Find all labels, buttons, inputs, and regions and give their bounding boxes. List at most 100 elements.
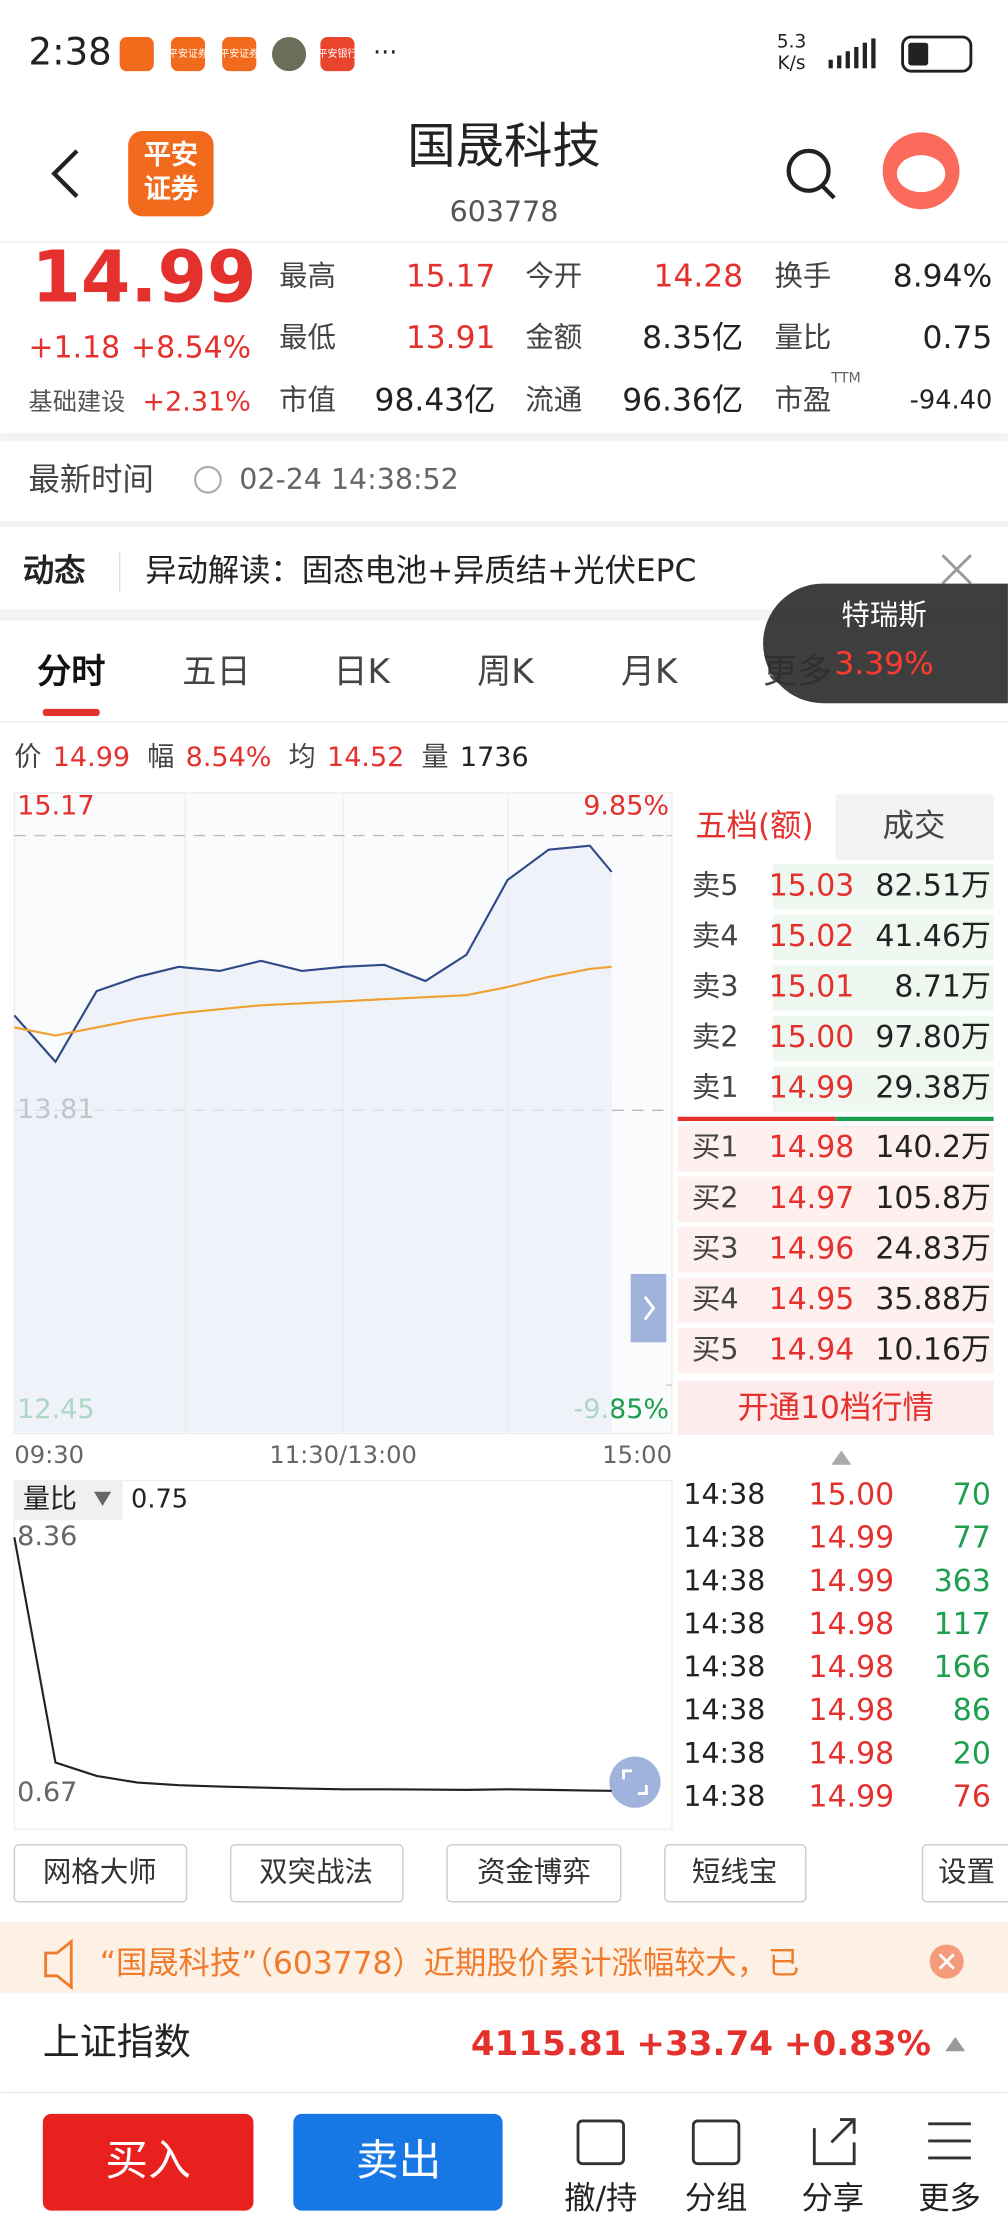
tab[interactable]: 日K: [333, 652, 391, 692]
close-news[interactable]: [941, 554, 972, 585]
stat-label: 最低: [279, 321, 336, 354]
close-warning-icon: [938, 1953, 955, 1970]
scroll-up[interactable]: [831, 1450, 852, 1465]
book-row-bg: [773, 914, 994, 961]
band: [0, 609, 1008, 621]
trade-price: 14.98: [809, 1650, 895, 1685]
popup-bg[interactable]: [763, 583, 1008, 704]
trade-time: 14:38: [683, 1607, 765, 1640]
book-level: 买1: [692, 1131, 739, 1164]
sell-label[interactable]: 卖出: [356, 2136, 441, 2186]
book-row-bg: [773, 864, 994, 910]
news-text[interactable]: 异动解读：固态电池+异质结+光伏EPC: [145, 553, 696, 589]
app-label: 平安证券: [168, 47, 208, 60]
tool-label[interactable]: 资金博弈: [477, 1855, 591, 1888]
index-expand[interactable]: [945, 2036, 966, 2052]
action-label[interactable]: 撤/持: [564, 2180, 637, 2216]
book-level: 买2: [692, 1181, 739, 1214]
info-icon[interactable]: [194, 465, 222, 494]
tab[interactable]: 周K: [477, 652, 535, 692]
book-row-bg: [773, 1015, 994, 1062]
stat-label: 金额: [525, 321, 582, 354]
app-icon: [170, 37, 206, 72]
trade-price: 15.00: [809, 1478, 895, 1513]
book-price: 15.01: [769, 969, 855, 1004]
book-amount: 24.83万: [875, 1231, 990, 1266]
tool-button[interactable]: [229, 1844, 404, 1903]
book-level: 卖1: [692, 1071, 739, 1104]
book-level: 买4: [692, 1282, 739, 1315]
tool-button[interactable]: [13, 1844, 188, 1903]
x-tick-label: 09:30: [14, 1441, 84, 1469]
band: [0, 520, 1008, 527]
book-row-bg: [677, 1328, 994, 1374]
expand-button[interactable]: [630, 1274, 667, 1343]
logo[interactable]: [128, 130, 214, 217]
action-label[interactable]: 更多: [918, 2180, 981, 2216]
book-amount: 10.16万: [875, 1332, 990, 1367]
book-tab[interactable]: 成交: [883, 808, 946, 844]
info-label: 幅: [147, 742, 174, 773]
y2-tick-label: 9.85%: [583, 791, 669, 822]
trade-volume: 363: [934, 1564, 991, 1599]
tool-button[interactable]: [921, 1844, 1008, 1903]
book-row-bg: [677, 1176, 994, 1223]
book-tab[interactable]: 五档(额): [695, 808, 813, 844]
stock-name: 国晟科技: [407, 118, 600, 174]
action-label[interactable]: 分组: [685, 2180, 748, 2216]
speaker-icon: [44, 1938, 73, 1991]
expand-arrow: [643, 1295, 656, 1321]
book-level: 买3: [692, 1232, 739, 1265]
fullscreen-icon: [622, 1769, 648, 1795]
tool-label[interactable]: 网格大师: [43, 1855, 157, 1888]
book-row-bg: [677, 1227, 994, 1273]
action-label[interactable]: 分享: [802, 2180, 865, 2216]
tool-label[interactable]: 双突战法: [259, 1855, 373, 1888]
tab[interactable]: 月K: [621, 652, 679, 692]
series-line: [13, 1537, 612, 1792]
trade-volume: 70: [953, 1478, 991, 1513]
app-icon: [320, 37, 355, 72]
net-speed-unit: K/s: [778, 53, 806, 74]
volume-chart-frame: [13, 1479, 673, 1830]
app-icon: [222, 37, 257, 72]
buy-button[interactable]: [42, 2113, 254, 2211]
change: +1.18: [29, 330, 121, 365]
upgrade-link[interactable]: 开通10档行情: [738, 1390, 934, 1426]
book-amount: 41.46万: [875, 919, 990, 954]
search-button[interactable]: [786, 148, 831, 193]
upgrade-bg[interactable]: [677, 1380, 994, 1435]
tab[interactable]: 分时: [37, 652, 105, 692]
stat-label: 市盈: [774, 383, 831, 416]
book-price: 14.98: [769, 1130, 855, 1165]
tool-label[interactable]: 短线宝: [692, 1855, 777, 1888]
sell-button[interactable]: [293, 2113, 503, 2211]
index-value: 4115.81: [471, 2024, 627, 2064]
buy-label[interactable]: 买入: [105, 2136, 190, 2186]
book-level: 买5: [692, 1333, 739, 1366]
index-bg[interactable]: [0, 1992, 1008, 2093]
tab[interactable]: 五日: [182, 652, 250, 692]
book-level: 卖3: [692, 970, 739, 1003]
fullscreen-button[interactable]: [609, 1756, 661, 1808]
x-tick-label: 11:30/13:00: [269, 1441, 417, 1469]
bottom-icons: [576, 2118, 971, 2166]
indicator-name[interactable]: 量比: [23, 1484, 77, 1515]
tool-button[interactable]: [664, 1844, 807, 1903]
price: 14.99: [31, 235, 256, 318]
search-handle: [821, 184, 836, 200]
book-price: 15.00: [769, 1020, 855, 1055]
book-price: 14.96: [769, 1231, 855, 1266]
back-button[interactable]: [51, 149, 79, 198]
tool-button[interactable]: [446, 1844, 622, 1903]
index-change-pct: +0.83%: [784, 2024, 931, 2064]
stat-label: 最高: [279, 260, 336, 293]
app-label: 平安银行: [318, 47, 358, 60]
tool-label[interactable]: 设置: [938, 1855, 995, 1888]
book-row-bg: [677, 1125, 994, 1172]
trade-time: 14:38: [683, 1651, 765, 1684]
book-row-bg: [773, 965, 994, 1011]
assistant-face: [896, 155, 946, 193]
stat-label: 换手: [774, 260, 831, 293]
